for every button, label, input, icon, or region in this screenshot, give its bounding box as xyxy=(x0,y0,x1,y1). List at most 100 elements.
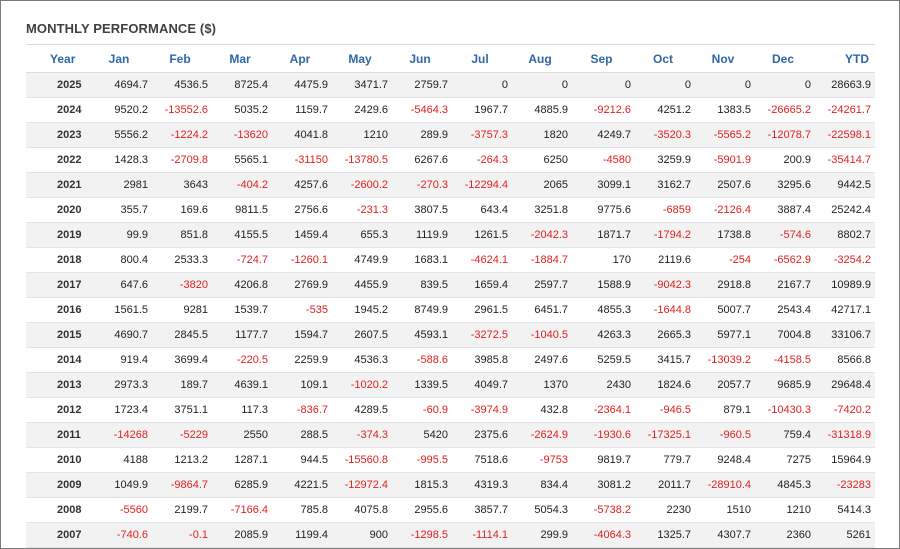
month-value-cell: 0 xyxy=(635,72,695,98)
year-cell: 2014 xyxy=(26,347,90,373)
year-cell: 2019 xyxy=(26,222,90,248)
month-value-cell: -836.7 xyxy=(272,397,332,423)
month-value-cell: 4855.3 xyxy=(572,297,635,323)
month-value-cell: -31150 xyxy=(272,147,332,173)
month-value-cell: 4155.5 xyxy=(212,222,272,248)
month-value-cell: 839.5 xyxy=(392,272,452,298)
month-value-cell: 2607.5 xyxy=(332,322,392,348)
month-value-cell: 2057.7 xyxy=(695,372,755,398)
month-value-cell: 3295.6 xyxy=(755,172,815,198)
month-value-cell: 5054.3 xyxy=(512,497,572,523)
year-cell: 2023 xyxy=(26,122,90,148)
month-value-cell: 4639.1 xyxy=(212,372,272,398)
table-body: 2025 4694.7 4536.5 8725.4 4475.9 3471.7 2759.7… xyxy=(26,72,875,548)
month-value-cell: -4158.5 xyxy=(755,347,815,373)
month-value-cell: -1644.8 xyxy=(635,297,695,323)
month-value-cell: -3974.9 xyxy=(452,397,512,423)
month-value-cell: 3857.7 xyxy=(452,497,512,523)
column-header-feb: Feb xyxy=(152,44,212,73)
year-cell: 2012 xyxy=(26,397,90,423)
month-value-cell: 1594.7 xyxy=(272,322,332,348)
month-value-cell: 1539.7 xyxy=(212,297,272,323)
month-value-cell: 4845.3 xyxy=(755,472,815,498)
month-value-cell: 4289.5 xyxy=(332,397,392,423)
month-value-cell: 4536.5 xyxy=(152,72,212,98)
month-value-cell: 1159.7 xyxy=(272,97,332,123)
month-value-cell: 4075.8 xyxy=(332,497,392,523)
year-cell: 2021 xyxy=(26,172,90,198)
table-row: 2008 -5560 2199.7 -7166.4 785.8 4075.8 2955.6 3… xyxy=(26,497,875,523)
month-value-cell: 4690.7 xyxy=(90,322,152,348)
month-value-cell: -404.2 xyxy=(212,172,272,198)
month-value-cell: -5565.2 xyxy=(695,122,755,148)
month-value-cell: 3751.1 xyxy=(152,397,212,423)
month-value-cell: 99.9 xyxy=(90,222,152,248)
month-value-cell: 4249.7 xyxy=(572,122,635,148)
month-value-cell: -1260.1 xyxy=(272,247,332,273)
month-value-cell: 2756.6 xyxy=(272,197,332,223)
month-value-cell: 6285.9 xyxy=(212,472,272,498)
table-header-row: Year Jan Feb Mar Apr May Jun Jul Aug Sep Oct Nov Dec… xyxy=(26,44,875,73)
month-value-cell: 7275 xyxy=(755,447,815,473)
month-value-cell: -9212.6 xyxy=(572,97,635,123)
month-value-cell: -2042.3 xyxy=(512,222,572,248)
column-header-year: Year xyxy=(26,44,90,73)
month-value-cell: 2011.7 xyxy=(635,472,695,498)
month-value-cell: 4694.7 xyxy=(90,72,152,98)
month-value-cell: -6562.9 xyxy=(755,247,815,273)
ytd-cell: -7420.2 xyxy=(815,397,875,423)
month-value-cell: 1510 xyxy=(695,497,755,523)
month-value-cell: 643.4 xyxy=(452,197,512,223)
month-value-cell: 3081.2 xyxy=(572,472,635,498)
month-value-cell: 355.7 xyxy=(90,197,152,223)
month-value-cell: 0 xyxy=(512,72,572,98)
ytd-cell: 42717.1 xyxy=(815,297,875,323)
column-header-aug: Aug xyxy=(512,44,572,73)
month-value-cell: 759.4 xyxy=(755,422,815,448)
month-value-cell: 1287.1 xyxy=(212,447,272,473)
month-value-cell: 288.5 xyxy=(272,422,332,448)
month-value-cell: 109.1 xyxy=(272,372,332,398)
month-value-cell: -13552.6 xyxy=(152,97,212,123)
month-value-cell: 1683.1 xyxy=(392,247,452,273)
table-row: 2012 1723.4 3751.1 117.3 -836.7 4289.5 -60.9 -3… xyxy=(26,397,875,423)
ytd-cell: 29648.4 xyxy=(815,372,875,398)
month-value-cell: 3099.1 xyxy=(572,172,635,198)
month-value-cell: 1210 xyxy=(755,497,815,523)
month-value-cell: -4064.3 xyxy=(572,522,635,548)
month-value-cell: 2429.6 xyxy=(332,97,392,123)
ytd-cell: -31318.9 xyxy=(815,422,875,448)
month-value-cell: 1325.7 xyxy=(635,522,695,548)
month-value-cell: 655.3 xyxy=(332,222,392,248)
month-value-cell: 1945.2 xyxy=(332,297,392,323)
month-value-cell: 170 xyxy=(572,247,635,273)
table-row: 2017 647.6 -3820 4206.8 2769.9 4455.9 839.5 165… xyxy=(26,272,875,298)
month-value-cell: 1967.7 xyxy=(452,97,512,123)
month-value-cell: 1049.9 xyxy=(90,472,152,498)
month-value-cell: -588.6 xyxy=(392,347,452,373)
month-value-cell: 0 xyxy=(572,72,635,98)
month-value-cell: 3251.8 xyxy=(512,197,572,223)
month-value-cell: 2597.7 xyxy=(512,272,572,298)
monthly-performance-table: Year Jan Feb Mar Apr May Jun Jul Aug Sep Oct Nov Dec… xyxy=(26,44,875,548)
column-header-jul: Jul xyxy=(452,44,512,73)
month-value-cell: 2543.4 xyxy=(755,297,815,323)
month-value-cell: 4307.7 xyxy=(695,522,755,548)
month-value-cell: 4319.3 xyxy=(452,472,512,498)
month-value-cell: 1119.9 xyxy=(392,222,452,248)
month-value-cell: 6451.7 xyxy=(512,297,572,323)
month-value-cell: 7004.8 xyxy=(755,322,815,348)
month-value-cell: 900 xyxy=(332,522,392,548)
month-value-cell: 1820 xyxy=(512,122,572,148)
month-value-cell: -7166.4 xyxy=(212,497,272,523)
month-value-cell: 2918.8 xyxy=(695,272,755,298)
ytd-cell: 25242.4 xyxy=(815,197,875,223)
month-value-cell: 800.4 xyxy=(90,247,152,273)
month-value-cell: 9248.4 xyxy=(695,447,755,473)
month-value-cell: -946.5 xyxy=(635,397,695,423)
column-header-ytd: YTD xyxy=(815,44,875,73)
month-value-cell: 5556.2 xyxy=(90,122,152,148)
month-value-cell: -5464.3 xyxy=(392,97,452,123)
table-row: 2013 2973.3 189.7 4639.1 109.1 -1020.2 1339.5 4… xyxy=(26,372,875,398)
